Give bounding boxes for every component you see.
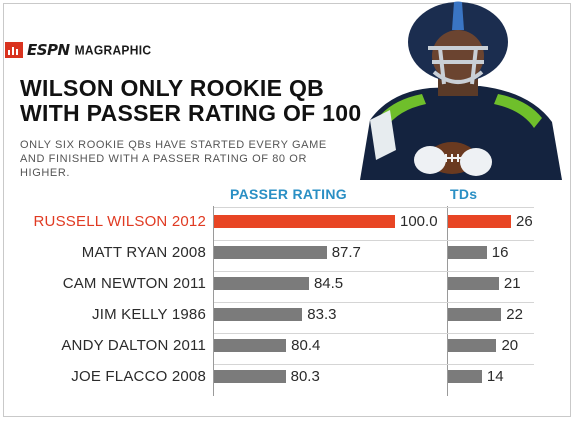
row-label-3: JIM KELLY 1986	[92, 306, 206, 323]
row-separator	[214, 302, 534, 303]
passer-rating-label-4: 80.4	[291, 337, 321, 354]
row-label-5: JOE FLACCO 2008	[71, 368, 206, 385]
tds-label-2: 21	[503, 275, 521, 292]
facemask	[428, 46, 488, 85]
tds-bar-3	[448, 308, 502, 321]
row-label-0: RUSSELL WILSON 2012	[33, 213, 206, 230]
subtitle: ONLY SIX ROOKIE QBs HAVE STARTED EVERY G…	[20, 139, 327, 179]
tds-label-1: 16	[491, 244, 509, 261]
espn-logo: ESPN	[27, 41, 70, 59]
tds-label-5: 14	[486, 368, 504, 385]
tds-label-3: 22	[506, 306, 523, 323]
passer-rating-bar-5	[214, 370, 286, 383]
row-label-4: ANDY DALTON 2011	[61, 337, 206, 354]
tds-bar-1	[448, 246, 487, 259]
passer-rating-axis-line	[213, 206, 214, 396]
tds-bar-2	[448, 277, 499, 290]
espn-magraphic-brand: ESPN MAGRAPHIC	[5, 40, 151, 60]
helmet-stripe	[452, 1, 464, 30]
passer-rating-bar-0	[214, 215, 395, 228]
row-separator	[214, 364, 534, 365]
header-passer-rating: PASSER RATING	[230, 186, 347, 202]
player-photo	[360, 1, 562, 180]
passer-rating-label-2: 84.5	[313, 275, 344, 292]
header-tds: TDs	[450, 186, 478, 202]
glove-right	[460, 148, 492, 176]
shoulder-stripe-right	[494, 94, 542, 128]
passer-rating-bar-3	[214, 308, 303, 321]
row-separator	[214, 333, 534, 334]
title-line-1: WILSON ONLY ROOKIE QB	[20, 75, 325, 101]
row-separator	[214, 271, 534, 272]
passer-rating-label-3: 83.3	[307, 306, 337, 323]
tds-bar-5	[448, 370, 482, 383]
tds-axis-line	[447, 206, 448, 396]
row-separator	[214, 240, 534, 241]
row-label-2: CAM NEWTON 2011	[62, 275, 206, 292]
passer-rating-bar-4	[214, 339, 287, 352]
glove-left	[414, 146, 446, 174]
magraphic-label: MAGRAPHIC	[74, 42, 152, 58]
tds-bar-0	[448, 215, 511, 228]
tds-label-0: 26	[516, 213, 533, 230]
row-label-1: MATT RYAN 2008	[81, 244, 206, 261]
football-laces	[442, 154, 462, 162]
face	[432, 30, 484, 82]
passer-rating-label-1: 87.7	[331, 244, 361, 261]
page-title: WILSON ONLY ROOKIE QB WITH PASSER RATING…	[20, 76, 361, 126]
tds-label-4: 20	[501, 337, 519, 354]
bar-chart-icon	[5, 42, 23, 58]
tds-bar-4	[448, 339, 497, 352]
passer-rating-bar-2	[214, 277, 309, 290]
passer-rating-label-0: 100.0	[400, 213, 438, 230]
title-line-2: WITH PASSER RATING OF 100	[20, 100, 362, 126]
passer-rating-bar-1	[214, 246, 327, 259]
passer-rating-label-5: 80.3	[290, 368, 320, 385]
header-rule	[214, 207, 534, 208]
jersey-number	[370, 110, 396, 160]
